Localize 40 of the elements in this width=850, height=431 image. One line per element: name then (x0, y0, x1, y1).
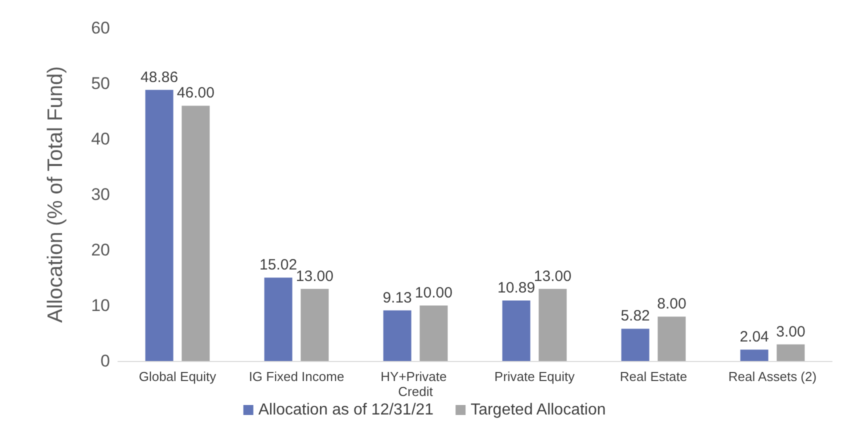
bar (502, 300, 530, 361)
text: 46.00 (176, 84, 214, 102)
x-tick-label: Global Equity (138, 369, 217, 384)
x-tick-label: Real Estate (620, 369, 688, 384)
text: 5.82 (620, 308, 650, 325)
y-tick-label: 0 (100, 352, 110, 370)
legend-label: Allocation as of 12/31/21 (258, 402, 434, 418)
text: 15.02 (260, 256, 298, 274)
bar (658, 316, 686, 361)
bar (383, 310, 412, 361)
bar (538, 288, 567, 361)
legend-label: Targeted Allocation (470, 402, 606, 418)
bar (420, 306, 448, 361)
y-tick-label: 40 (91, 130, 110, 148)
bar (264, 278, 292, 361)
text: 3.00 (776, 323, 806, 340)
bar (740, 350, 768, 361)
text: 48.86 (140, 68, 178, 86)
text: 13.00 (534, 268, 572, 285)
text: 2.04 (740, 328, 769, 346)
x-tick-label: Real Assets (2) (728, 369, 817, 384)
text: 10.89 (498, 280, 536, 297)
bar (621, 328, 650, 361)
y-tick-label: 30 (91, 185, 110, 204)
y-tick-label: 10 (91, 296, 110, 315)
y-tick-label: 20 (91, 240, 110, 260)
y-tick-label: 60 (91, 18, 110, 38)
bar (182, 106, 210, 361)
bar (145, 90, 174, 361)
y-axis-title: Allocation (% of Total Fund) (44, 66, 67, 323)
bar (300, 288, 329, 361)
text: 9.13 (382, 289, 412, 306)
text: 8.00 (657, 296, 686, 313)
x-tick-label: IG Fixed Income (248, 369, 344, 384)
text: 10.00 (414, 284, 452, 302)
x-tick-label: HY+Private Credit (380, 369, 450, 399)
text: 13.00 (296, 268, 334, 285)
x-tick-label: Private Equity (494, 369, 576, 384)
bar (776, 344, 805, 361)
y-tick-label: 50 (91, 74, 110, 93)
